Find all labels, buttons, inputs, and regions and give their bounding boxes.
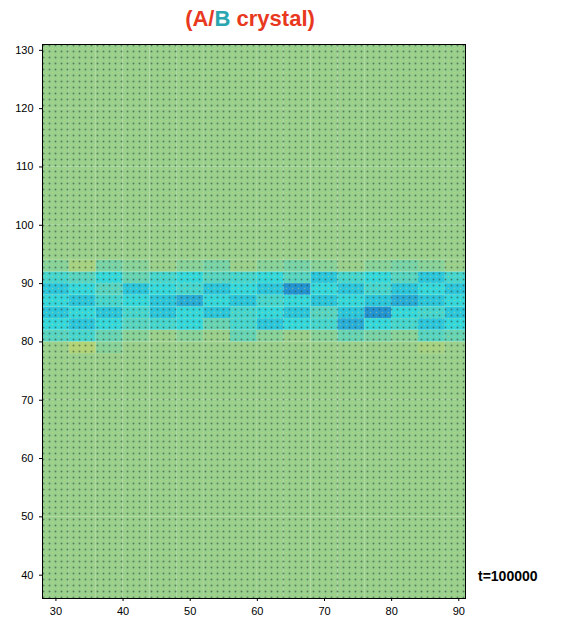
html-text:t=100000: t=100000 [478,568,538,584]
svg-text:50: 50 [184,605,196,617]
svg-text:110: 110 [16,160,34,172]
svg-text:130: 130 [15,44,33,56]
svg-text:60: 60 [251,605,263,617]
html-text:(A / B c r y s t a l): (A / B c r y s t a l) [185,6,315,31]
svg-text:90: 90 [21,277,33,289]
svg-text:70: 70 [318,605,330,617]
svg-text:50: 50 [21,510,33,522]
svg-text:40: 40 [117,605,129,617]
svg-text:30: 30 [50,605,62,617]
svg-text:40: 40 [21,569,33,581]
svg-text:60: 60 [21,452,33,464]
svg-text:80: 80 [386,605,398,617]
svg-text:80: 80 [21,335,33,347]
svg-text:90: 90 [453,605,465,617]
svg-text:100: 100 [15,219,33,231]
svg-text:120: 120 [15,102,33,114]
svg-text:70: 70 [21,394,33,406]
